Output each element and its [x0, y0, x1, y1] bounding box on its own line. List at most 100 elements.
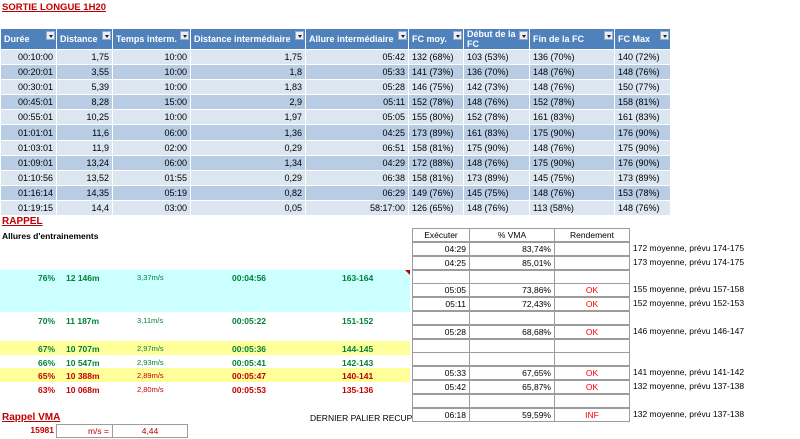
filter-dropdown-icon[interactable] — [453, 31, 462, 40]
column-header[interactable]: Allure intermédiaire — [305, 28, 409, 50]
column-header[interactable]: Début de la FC — [463, 28, 530, 50]
table-cell[interactable]: 148 (76%) — [614, 64, 671, 81]
table-cell[interactable]: 10:00 — [112, 79, 191, 96]
table-cell[interactable]: 148 (76%) — [463, 154, 530, 171]
rendement-cell[interactable]: OK — [554, 297, 630, 311]
table-cell[interactable]: 05:42 — [305, 48, 409, 66]
rendement-cell[interactable]: OK — [554, 380, 630, 394]
table-cell[interactable]: 136 (70%) — [529, 48, 615, 66]
executer-cell[interactable]: 04:29 — [412, 242, 470, 256]
table-cell[interactable]: 1,36 — [190, 124, 306, 141]
table-cell[interactable]: 0,05 — [190, 199, 306, 217]
vma-cell[interactable]: 65,87% — [469, 380, 555, 394]
empty-cell[interactable] — [469, 270, 555, 284]
empty-cell[interactable] — [554, 352, 630, 366]
table-cell[interactable]: 176 (90%) — [614, 154, 671, 171]
table-cell[interactable]: 145 (75%) — [529, 169, 615, 186]
table-cell[interactable]: 00:30:01 — [0, 79, 57, 96]
table-cell[interactable]: 141 (73%) — [408, 64, 464, 81]
table-cell[interactable]: 01:10:56 — [0, 169, 57, 186]
table-cell[interactable]: 13,52 — [56, 169, 113, 186]
table-cell[interactable]: 58:17:00 — [305, 199, 409, 217]
table-cell[interactable]: 01:55 — [112, 169, 191, 186]
table-cell[interactable]: 161 (83%) — [614, 109, 671, 126]
table-cell[interactable]: 02:00 — [112, 139, 191, 156]
table-cell[interactable]: 132 (68%) — [408, 48, 464, 66]
table-cell[interactable]: 148 (76%) — [463, 199, 530, 217]
table-cell[interactable]: 01:09:01 — [0, 154, 57, 171]
table-cell[interactable]: 5,39 — [56, 79, 113, 96]
table-cell[interactable]: 06:51 — [305, 139, 409, 156]
empty-cell[interactable] — [412, 339, 470, 353]
table-cell[interactable]: 161 (83%) — [529, 109, 615, 126]
table-cell[interactable]: 05:05 — [305, 109, 409, 126]
table-cell[interactable]: 148 (76%) — [614, 199, 671, 217]
table-cell[interactable]: 175 (90%) — [529, 124, 615, 141]
table-cell[interactable]: 06:00 — [112, 154, 191, 171]
filter-dropdown-icon[interactable] — [398, 31, 407, 40]
table-cell[interactable]: 148 (76%) — [529, 79, 615, 96]
table-cell[interactable]: 10,25 — [56, 109, 113, 126]
rendement-cell[interactable] — [554, 256, 630, 270]
table-cell[interactable]: 152 (78%) — [408, 94, 464, 111]
vma-cell[interactable]: 67,65% — [469, 366, 555, 380]
filter-dropdown-icon[interactable] — [102, 31, 111, 40]
table-cell[interactable]: 15:00 — [112, 94, 191, 111]
column-header[interactable]: FC moy. — [408, 28, 464, 50]
table-cell[interactable]: 11,6 — [56, 124, 113, 141]
table-cell[interactable]: 06:38 — [305, 169, 409, 186]
table-cell[interactable]: 00:45:01 — [0, 94, 57, 111]
table-cell[interactable]: 01:03:01 — [0, 139, 57, 156]
vma-cell[interactable]: 59,59% — [469, 408, 555, 422]
table-cell[interactable]: 149 (76%) — [408, 184, 464, 201]
table-cell[interactable]: 148 (76%) — [529, 64, 615, 81]
table-cell[interactable]: 00:20:01 — [0, 64, 57, 81]
table-cell[interactable]: 155 (80%) — [408, 109, 464, 126]
filter-dropdown-icon[interactable] — [660, 31, 669, 40]
vma-cell[interactable]: 72,43% — [469, 297, 555, 311]
table-cell[interactable]: 126 (65%) — [408, 199, 464, 217]
table-cell[interactable]: 175 (90%) — [529, 154, 615, 171]
table-cell[interactable]: 04:29 — [305, 154, 409, 171]
table-cell[interactable]: 136 (70%) — [463, 64, 530, 81]
table-cell[interactable]: 14,4 — [56, 199, 113, 217]
column-header[interactable]: Fin de la FC — [529, 28, 615, 50]
column-header[interactable]: Temps interm. — [112, 28, 191, 50]
table-cell[interactable]: 05:11 — [305, 94, 409, 111]
empty-cell[interactable] — [412, 394, 470, 408]
table-cell[interactable]: 175 (90%) — [463, 139, 530, 156]
table-cell[interactable]: 158 (81%) — [408, 169, 464, 186]
executer-cell[interactable]: 05:05 — [412, 283, 470, 297]
table-cell[interactable]: 140 (72%) — [614, 48, 671, 66]
table-cell[interactable]: 113 (58%) — [529, 199, 615, 217]
vma-cell[interactable]: 68,68% — [469, 325, 555, 339]
table-cell[interactable]: 2,9 — [190, 94, 306, 111]
filter-dropdown-icon[interactable] — [46, 31, 55, 40]
empty-cell[interactable] — [412, 270, 470, 284]
table-cell[interactable]: 1,75 — [190, 48, 306, 66]
rendement-cell[interactable]: INF — [554, 408, 630, 422]
empty-cell[interactable] — [412, 352, 470, 366]
table-cell[interactable]: 173 (89%) — [463, 169, 530, 186]
table-cell[interactable]: 06:29 — [305, 184, 409, 201]
table-cell[interactable]: 172 (88%) — [408, 154, 464, 171]
table-cell[interactable]: 03:00 — [112, 199, 191, 217]
executer-cell[interactable]: 06:18 — [412, 408, 470, 422]
table-cell[interactable]: 06:00 — [112, 124, 191, 141]
empty-cell[interactable] — [554, 311, 630, 325]
table-cell[interactable]: 10:00 — [112, 109, 191, 126]
table-cell[interactable]: 00:55:01 — [0, 109, 57, 126]
column-header[interactable]: Distance — [56, 28, 113, 50]
vma-cell[interactable]: 73,86% — [469, 283, 555, 297]
table-cell[interactable]: 150 (77%) — [614, 79, 671, 96]
rendement-cell[interactable]: OK — [554, 283, 630, 297]
table-cell[interactable]: 10:00 — [112, 64, 191, 81]
table-cell[interactable]: 00:10:00 — [0, 48, 57, 66]
table-cell[interactable]: 148 (76%) — [529, 139, 615, 156]
empty-cell[interactable] — [554, 339, 630, 353]
table-cell[interactable]: 05:28 — [305, 79, 409, 96]
table-cell[interactable]: 0,29 — [190, 169, 306, 186]
rendement-cell[interactable]: OK — [554, 325, 630, 339]
empty-cell[interactable] — [469, 352, 555, 366]
table-cell[interactable]: 1,75 — [56, 48, 113, 66]
